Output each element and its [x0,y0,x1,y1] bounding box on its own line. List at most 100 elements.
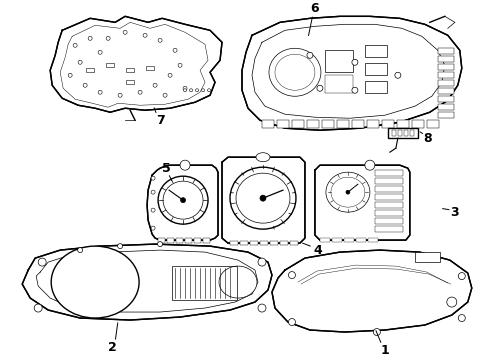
Bar [270,241,278,245]
Bar [365,63,387,75]
Bar [375,202,403,208]
Circle shape [163,93,167,97]
Circle shape [73,43,77,47]
Circle shape [447,297,457,307]
Bar [438,80,454,86]
Circle shape [184,89,187,92]
Circle shape [307,52,313,58]
Circle shape [83,83,87,87]
Bar [356,238,366,242]
Ellipse shape [230,167,296,229]
Bar [365,81,387,93]
Circle shape [98,90,102,94]
Bar [375,226,403,232]
Text: 8: 8 [423,132,432,145]
Ellipse shape [256,153,270,162]
Circle shape [183,86,187,90]
Bar [375,186,403,192]
Ellipse shape [51,246,139,318]
Circle shape [346,190,350,194]
Bar [280,241,288,245]
Polygon shape [272,250,472,332]
Bar [158,238,165,243]
Bar [415,252,440,262]
Circle shape [158,242,163,247]
Text: 5: 5 [162,162,171,175]
Circle shape [260,195,266,201]
Bar [375,194,403,200]
Bar [176,238,183,243]
Circle shape [458,315,466,321]
Bar [438,104,454,110]
Bar [277,120,289,128]
Circle shape [118,244,122,249]
Bar [230,241,238,245]
Circle shape [352,59,358,65]
Bar [397,120,409,128]
Bar [167,238,174,243]
Circle shape [143,33,147,37]
Ellipse shape [331,177,365,207]
Bar [240,241,248,245]
Circle shape [151,176,155,180]
Bar [404,130,408,136]
Circle shape [373,329,380,336]
Bar [322,120,334,128]
Bar [260,241,268,245]
Circle shape [88,36,92,40]
Bar [262,120,274,128]
Circle shape [151,190,155,194]
Bar [365,45,387,57]
Circle shape [201,89,204,92]
Bar [382,120,394,128]
Bar [86,68,94,72]
Bar [367,120,379,128]
Bar [412,120,424,128]
Circle shape [178,63,182,67]
Bar [337,120,349,128]
Bar [438,72,454,78]
Bar [388,128,418,138]
Bar [307,120,319,128]
Bar [438,64,454,70]
Circle shape [68,73,72,77]
Polygon shape [222,157,305,243]
Bar [292,120,304,128]
Circle shape [78,60,82,64]
Bar [332,238,342,242]
Bar [194,238,201,243]
Polygon shape [147,165,218,240]
Circle shape [34,304,42,312]
Bar [398,130,402,136]
Circle shape [208,89,211,92]
Circle shape [123,30,127,34]
Text: 1: 1 [381,343,389,356]
Bar [290,241,298,245]
Bar [126,68,134,72]
Text: 3: 3 [450,206,459,219]
Bar [438,96,454,102]
Bar [375,210,403,216]
Circle shape [138,90,142,94]
Bar [344,238,354,242]
Circle shape [289,271,295,279]
Bar [375,178,403,184]
Circle shape [168,73,172,77]
Polygon shape [50,16,222,112]
Circle shape [38,258,46,266]
Bar [392,130,396,136]
Circle shape [98,50,102,54]
Circle shape [173,48,177,52]
Ellipse shape [269,48,321,96]
Circle shape [158,38,162,42]
Bar [320,238,330,242]
Bar [325,75,353,93]
Ellipse shape [219,266,257,298]
Bar [438,56,454,62]
Circle shape [258,258,266,266]
Text: 7: 7 [156,114,165,127]
Bar [325,50,353,72]
Ellipse shape [163,181,203,219]
Polygon shape [315,165,410,240]
Bar [185,238,192,243]
